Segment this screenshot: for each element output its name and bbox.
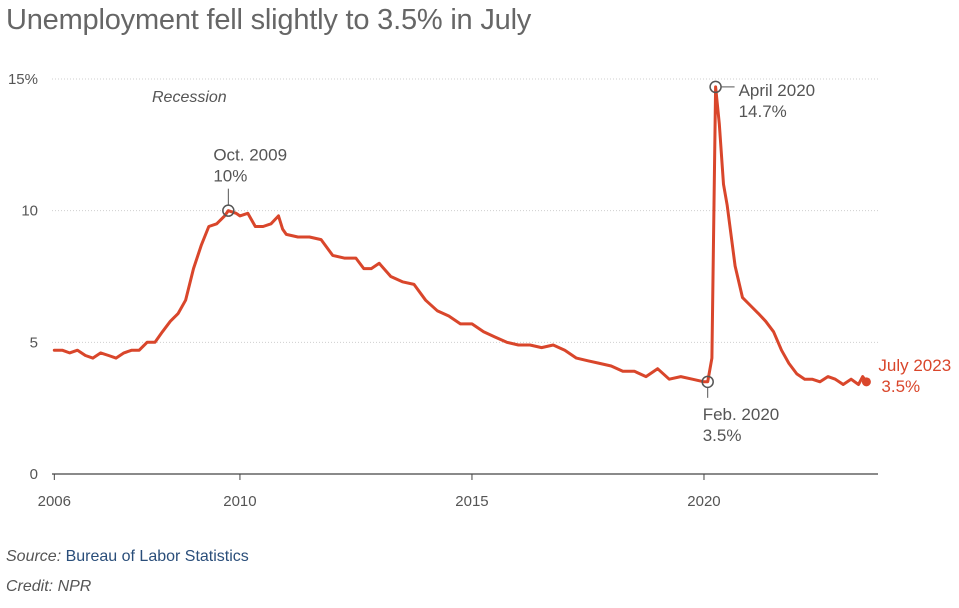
axes: 0 5 10 15% 2006 2010 2015 2020 xyxy=(8,71,878,510)
y-tick-label: 5 xyxy=(30,334,38,351)
x-tick-label: 2015 xyxy=(455,493,488,510)
annotation-label: April 2020 xyxy=(739,81,816,100)
annotation-marker xyxy=(222,204,235,217)
annotation-label: 10% xyxy=(213,167,247,186)
chart-title: Unemployment fell slightly to 3.5% in Ju… xyxy=(6,4,532,36)
y-tick-label: 10 xyxy=(21,203,38,220)
annotation-marker xyxy=(701,375,714,389)
x-tick-label: 2006 xyxy=(38,493,71,510)
y-tick-label: 15% xyxy=(8,71,38,88)
annotation-label: Feb. 2020 xyxy=(703,405,780,424)
series-line xyxy=(52,85,868,386)
y-tick-label: 0 xyxy=(30,466,38,483)
series-layer xyxy=(52,85,868,386)
annotation-label: 14.7% xyxy=(739,102,787,121)
annotation-label: July 2023 xyxy=(878,356,951,375)
annotation-marker xyxy=(709,80,722,94)
source-line: Source: Bureau of Labor Statistics xyxy=(6,548,249,566)
line-chart: 0 5 10 15% 2006 2010 2015 2020 Recession Oct. 2… xyxy=(8,71,951,510)
highlight-point xyxy=(861,377,871,387)
x-tick-label: 2020 xyxy=(687,493,720,510)
annotation-label: 3.5% xyxy=(703,426,742,445)
source-link[interactable]: Bureau of Labor Statistics xyxy=(65,548,249,565)
annotation-label: 3.5% xyxy=(881,377,920,396)
annotation-label: Oct. 2009 xyxy=(213,146,287,165)
annotations: Oct. 2009 10% April 2020 14.7% Feb. 2020 3.5%… xyxy=(213,80,951,445)
source-prefix: Source: xyxy=(6,548,62,565)
x-tick-label: 2010 xyxy=(223,493,256,510)
credit-line: Credit: NPR xyxy=(6,578,92,595)
recession-label: Recession xyxy=(152,89,227,106)
